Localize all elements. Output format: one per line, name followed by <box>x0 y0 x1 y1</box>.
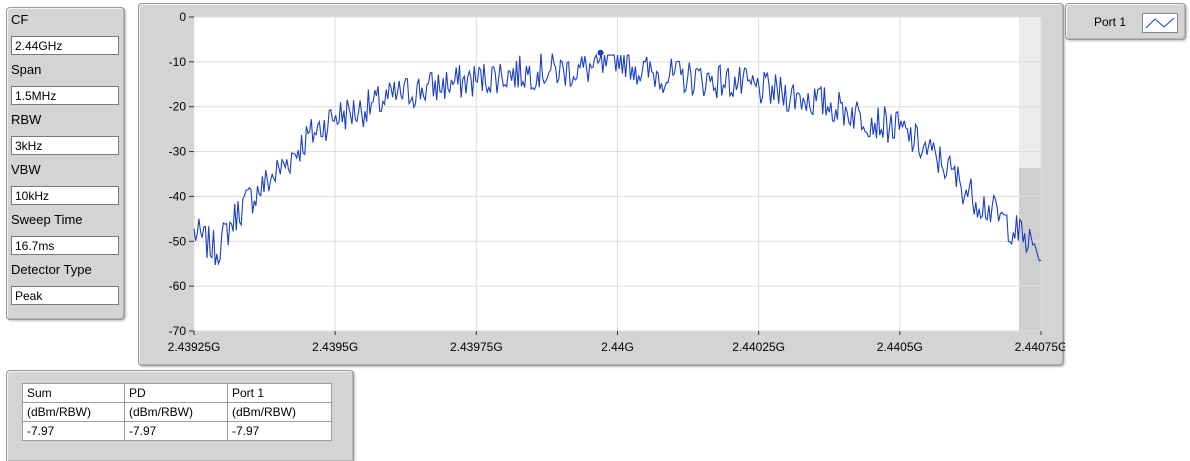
x-tick-label: 2.44075G <box>1015 340 1065 354</box>
settings-panel: CF 2.44GHz Span 1.5MHz RBW 3kHz VBW 10kH… <box>6 7 125 320</box>
table-value-pd[interactable]: -7.97 <box>124 421 228 441</box>
span-field[interactable]: 1.5MHz <box>11 86 119 105</box>
table-header-sum: Sum <box>22 383 125 403</box>
scale-strip-upper <box>1019 17 1041 168</box>
table-value-sum[interactable]: -7.97 <box>22 421 125 441</box>
spectrum-chart: 0 -10 -20 -30 -40 -50 -60 -70 2.43925G 2.4395G 2.4… <box>168 10 1065 354</box>
spectrum-graph-frame: 0 -10 -20 -30 -40 -50 -60 -70 2.43925G 2.4395G 2.4… <box>138 3 1065 366</box>
plot-legend[interactable]: Port 1 <box>1065 3 1186 40</box>
series-line-port1 <box>193 53 1042 266</box>
y-tick-label: 0 <box>179 10 186 24</box>
table-units-row: (dBm/RBW) (dBm/RBW) (dBm/RBW) <box>22 402 332 422</box>
x-tick-label: 2.43925G <box>168 340 221 354</box>
span-label: Span <box>11 62 42 77</box>
power-table-panel: Sum PD Port 1 (dBm/RBW) (dBm/RBW) (dBm/R… <box>6 370 354 461</box>
table-header-port1: Port 1 <box>227 383 332 403</box>
line-style-icon <box>1145 17 1175 29</box>
sweep-time-label: Sweep Time <box>11 212 83 227</box>
sweep-time-field[interactable]: 16.7ms <box>11 236 119 255</box>
rbw-field[interactable]: 3kHz <box>11 136 119 155</box>
power-table: Sum PD Port 1 (dBm/RBW) (dBm/RBW) (dBm/R… <box>22 383 332 441</box>
table-header-pd: PD <box>124 383 228 403</box>
table-value-row: -7.97 -7.97 -7.97 <box>22 421 332 441</box>
table-header-row: Sum PD Port 1 <box>22 383 332 403</box>
rbw-label: RBW <box>11 112 42 127</box>
y-tick-label: -50 <box>169 234 187 248</box>
y-tick-label: -60 <box>169 279 187 293</box>
y-tick-label: -40 <box>169 189 187 203</box>
x-tick-label: 2.4405G <box>877 340 923 354</box>
x-tick-label: 2.44025G <box>732 340 785 354</box>
scale-strip-lower <box>1019 167 1041 331</box>
x-tick-label: 2.44G <box>601 340 634 354</box>
legend-series-name: Port 1 <box>1094 15 1127 29</box>
y-tick-label: -70 <box>169 324 187 338</box>
y-tick-label: -30 <box>169 145 187 159</box>
y-tick-label: -20 <box>169 100 187 114</box>
legend-line-swatch[interactable] <box>1142 13 1178 33</box>
peak-marker <box>597 49 604 56</box>
table-value-port1[interactable]: -7.97 <box>227 421 332 441</box>
detector-type-field[interactable]: Peak <box>11 286 119 305</box>
x-tick-label: 2.4395G <box>312 340 358 354</box>
table-unit-sum: (dBm/RBW) <box>22 402 125 422</box>
x-tick-label: 2.43975G <box>450 340 503 354</box>
vbw-field[interactable]: 10kHz <box>11 186 119 205</box>
table-unit-port1: (dBm/RBW) <box>227 402 332 422</box>
cf-field[interactable]: 2.44GHz <box>11 36 119 55</box>
cf-label: CF <box>11 12 29 27</box>
vbw-label: VBW <box>11 162 41 177</box>
table-unit-pd: (dBm/RBW) <box>124 402 228 422</box>
y-tick-label: -10 <box>169 55 187 69</box>
detector-type-label: Detector Type <box>11 262 92 277</box>
